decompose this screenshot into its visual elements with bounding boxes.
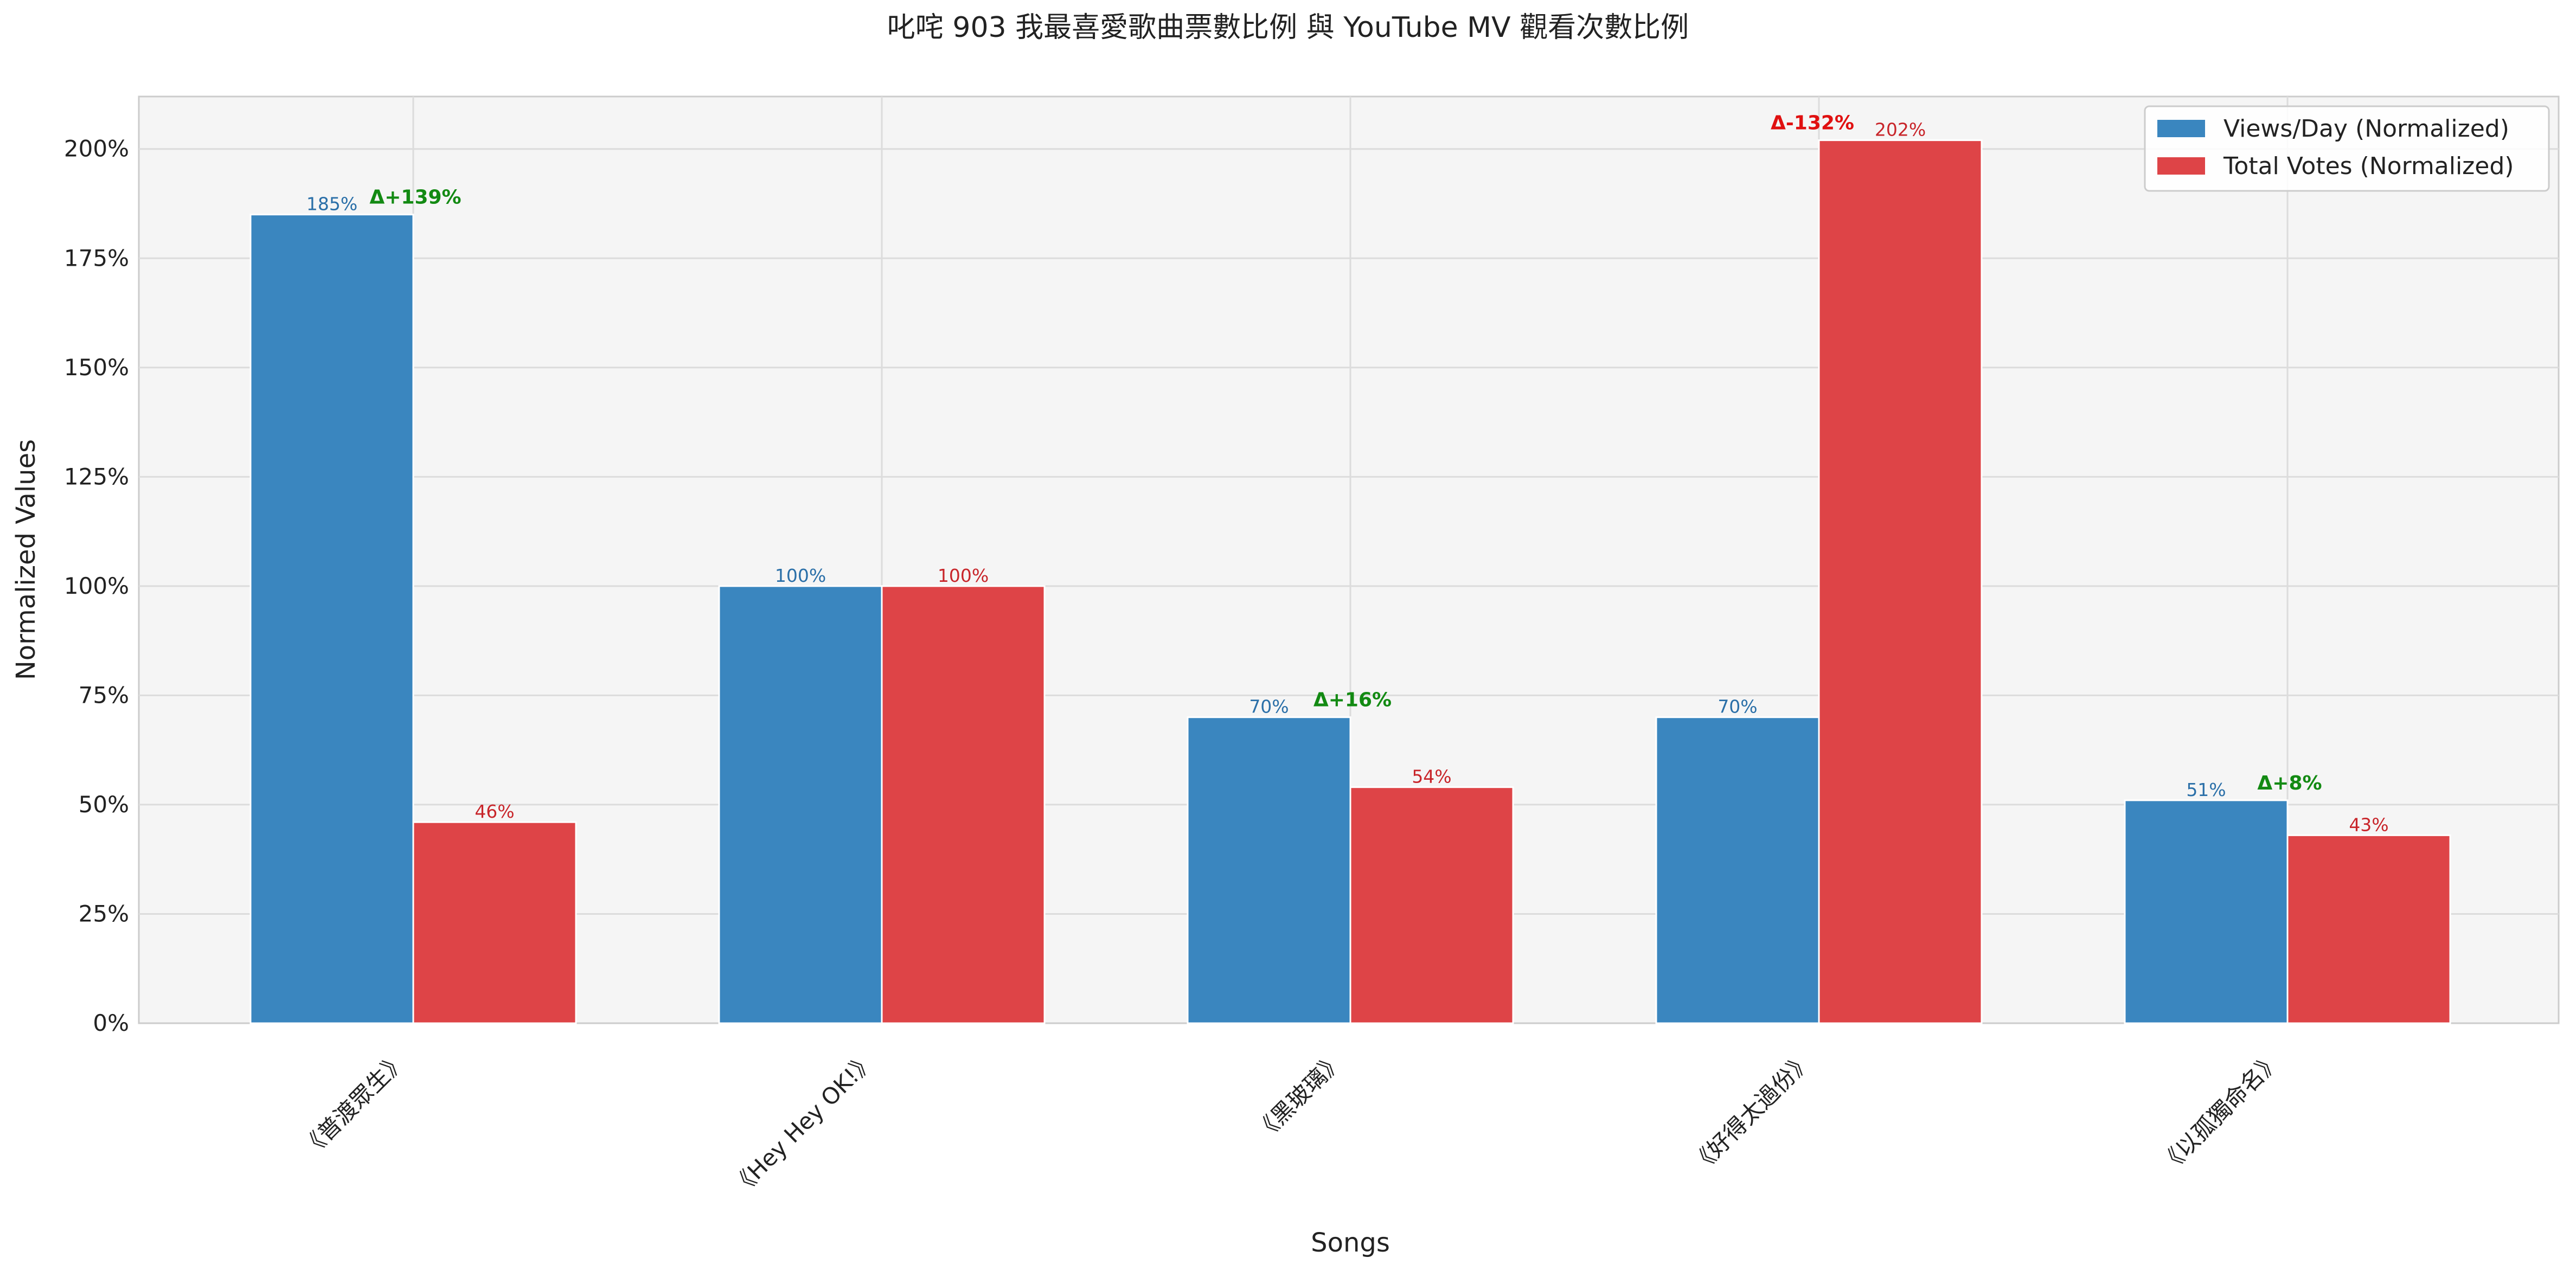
y-tick-label: 175% [64,245,129,271]
delta-annotation: Δ+8% [2257,772,2322,794]
y-tick-label: 100% [64,573,129,599]
delta-annotation: Δ-132% [1771,112,1854,134]
chart-title: 叱咤 903 我最喜愛歌曲票數比例 與 YouTube MV 觀看次數比例 [887,11,1689,44]
legend-label-votes: Total Votes (Normalized) [2223,152,2514,180]
votes-value-label: 43% [2349,814,2388,835]
y-axis-ticks: 0% 25% 50% 75% 100% 125% 150% 175% 200% [64,136,129,1036]
bar-views [1187,716,1351,1024]
legend-label-views: Views/Day (Normalized) [2223,115,2509,143]
legend-swatch-votes [2157,157,2205,175]
bar-views [718,585,883,1024]
delta-annotation: Δ+16% [1313,689,1392,711]
y-tick-label: 200% [64,136,129,162]
bar-views [2124,799,2289,1024]
legend: Views/Day (Normalized) Total Votes (Norm… [2144,105,2550,192]
legend-swatch-views [2157,120,2205,137]
views-value-label: 70% [1249,696,1289,717]
votes-value-label: 100% [938,565,989,586]
value-labels: 185% 100% 70% 70% 51% 46% 100% 54% 202% 43% [306,119,2389,836]
bar-votes [881,585,1046,1024]
y-tick-label: 75% [79,682,129,708]
y-tick-label: 150% [64,354,129,381]
delta-annotation: Δ+139% [369,187,461,209]
x-axis-label: Songs [1311,1228,1390,1258]
y-tick-label: 25% [79,900,129,927]
views-value-label: 185% [306,194,357,215]
bar-votes [412,821,577,1024]
bars [249,139,2451,1024]
grid-lines [139,97,2559,1023]
bar-views [1655,716,1820,1024]
bar-votes [1818,139,1983,1024]
bar-votes [1349,786,1514,1024]
y-tick-label: 125% [64,463,129,490]
legend-box [2144,105,2550,192]
views-value-label: 70% [1718,696,1757,717]
y-axis-label: Normalized Values [11,439,41,680]
y-tick-label: 50% [79,791,129,818]
bar-views [249,214,414,1024]
y-tick-label: 0% [93,1010,129,1036]
votes-value-label: 46% [475,801,514,822]
delta-annotations: Δ+139% Δ+16% Δ-132% Δ+8% [369,112,2322,794]
views-value-label: 100% [775,565,826,586]
views-value-label: 51% [2186,779,2226,800]
votes-value-label: 202% [1875,119,1926,140]
bar-votes [2286,834,2451,1024]
votes-value-label: 54% [1412,766,1451,787]
